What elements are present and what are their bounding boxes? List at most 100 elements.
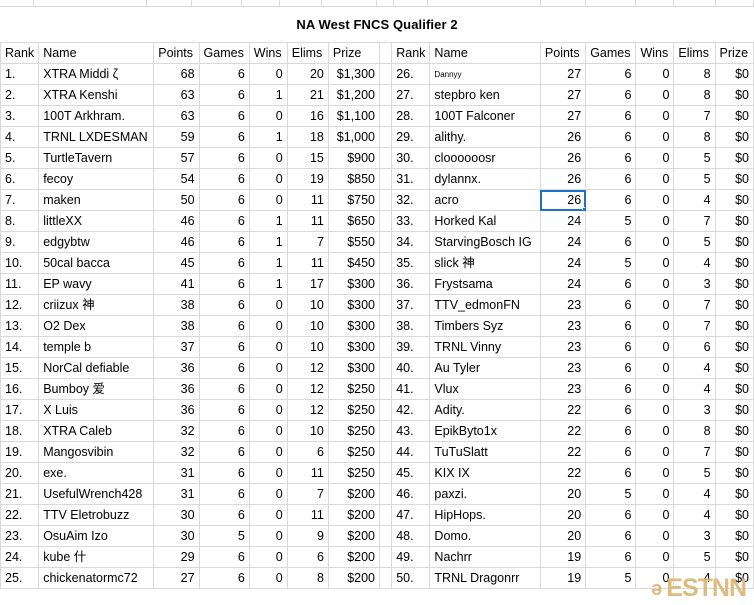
cell-name[interactable]: Adity. — [429, 399, 541, 421]
cell-rank[interactable]: 46. — [391, 483, 431, 505]
cell-rank[interactable]: 19. — [0, 441, 40, 463]
cell-wins[interactable]: 0 — [248, 357, 288, 379]
cell-elims[interactable]: 4 — [673, 252, 716, 274]
cell-games[interactable]: 6 — [585, 63, 637, 85]
cell-prize[interactable]: $450 — [327, 252, 381, 274]
cell-points[interactable]: 63 — [153, 84, 200, 106]
cell-prize[interactable]: $1,100 — [327, 105, 381, 127]
cell-rank[interactable]: 15. — [0, 357, 40, 379]
cell-wins[interactable]: 0 — [248, 567, 288, 589]
cell-points[interactable]: 26 — [539, 147, 587, 169]
cell-prize[interactable]: $0 — [714, 126, 754, 148]
cell-wins[interactable]: 0 — [635, 567, 675, 589]
cell-games[interactable]: 6 — [585, 462, 637, 484]
cell-games[interactable]: 6 — [585, 357, 637, 379]
cell-name[interactable]: EP wavy — [38, 273, 155, 295]
header-elims-right[interactable]: Elims — [673, 42, 716, 64]
cell-wins[interactable]: 0 — [248, 525, 288, 547]
cell-rank[interactable]: 6. — [0, 168, 40, 190]
cell-points[interactable]: 46 — [153, 210, 200, 232]
header-wins-left[interactable]: Wins — [248, 42, 288, 64]
cell-points[interactable]: 26 — [539, 126, 587, 148]
cell-name[interactable]: TRNL Dragonrr — [429, 567, 541, 589]
cell-games[interactable]: 6 — [198, 399, 250, 421]
cell-games[interactable]: 6 — [585, 273, 637, 295]
cell-prize[interactable]: $0 — [714, 147, 754, 169]
cell-rank[interactable]: 34. — [391, 231, 431, 253]
cell-elims[interactable]: 4 — [673, 378, 716, 400]
cell-wins[interactable]: 0 — [248, 147, 288, 169]
cell-elims[interactable]: 19 — [286, 168, 329, 190]
cell-elims[interactable]: 4 — [673, 189, 716, 211]
cell-name[interactable]: chickenatormc72 — [38, 567, 155, 589]
cell-elims[interactable]: 15 — [286, 147, 329, 169]
cell-name[interactable]: 100T Falconer — [429, 105, 541, 127]
cell-rank[interactable]: 22. — [0, 504, 40, 526]
cell-wins[interactable]: 0 — [248, 483, 288, 505]
cell-rank[interactable]: 32. — [391, 189, 431, 211]
cell-elims[interactable]: 8 — [673, 420, 716, 442]
cell-wins[interactable]: 0 — [635, 210, 675, 232]
cell-elims[interactable]: 8 — [673, 126, 716, 148]
cell-wins[interactable]: 0 — [635, 483, 675, 505]
header-name-left[interactable]: Name — [38, 42, 155, 64]
cell-name[interactable]: acro — [429, 189, 541, 211]
cell-games[interactable]: 6 — [198, 357, 250, 379]
cell-rank[interactable]: 48. — [391, 525, 431, 547]
cell-points[interactable]: 20 — [539, 483, 587, 505]
cell-elims[interactable]: 7 — [673, 210, 716, 232]
cell-points[interactable]: 22 — [539, 462, 587, 484]
cell-prize[interactable]: $650 — [327, 210, 381, 232]
cell-rank[interactable]: 44. — [391, 441, 431, 463]
cell-prize[interactable]: $250 — [327, 420, 381, 442]
cell-elims[interactable]: 4 — [673, 504, 716, 526]
cell-prize[interactable]: $300 — [327, 357, 381, 379]
cell-games[interactable]: 6 — [585, 315, 637, 337]
cell-games[interactable]: 6 — [585, 504, 637, 526]
cell-prize[interactable]: $200 — [327, 567, 381, 589]
cell-games[interactable]: 5 — [585, 210, 637, 232]
cell-elims[interactable]: 3 — [673, 399, 716, 421]
cell-prize[interactable]: $0 — [714, 252, 754, 274]
cell-wins[interactable]: 0 — [635, 336, 675, 358]
cell-rank[interactable]: 11. — [0, 273, 40, 295]
cell-wins[interactable]: 0 — [635, 357, 675, 379]
cell-points[interactable]: 41 — [153, 273, 200, 295]
cell-points[interactable]: 23 — [539, 336, 587, 358]
cell-elims[interactable]: 6 — [673, 336, 716, 358]
cell-prize[interactable]: $300 — [327, 315, 381, 337]
header-elims-left[interactable]: Elims — [286, 42, 329, 64]
cell-wins[interactable]: 0 — [248, 336, 288, 358]
cell-name[interactable]: 50cal bacca — [38, 252, 155, 274]
cell-points[interactable]: 20 — [539, 504, 587, 526]
cell-points[interactable]: 57 — [153, 147, 200, 169]
cell-points[interactable]: 38 — [153, 294, 200, 316]
cell-games[interactable]: 6 — [585, 420, 637, 442]
cell-wins[interactable]: 0 — [635, 273, 675, 295]
cell-wins[interactable]: 0 — [635, 252, 675, 274]
cell-games[interactable]: 6 — [198, 315, 250, 337]
cell-wins[interactable]: 0 — [248, 378, 288, 400]
cell-elims[interactable]: 8 — [673, 63, 716, 85]
cell-points[interactable]: 46 — [153, 231, 200, 253]
cell-rank[interactable]: 9. — [0, 231, 40, 253]
cell-wins[interactable]: 0 — [248, 399, 288, 421]
cell-elims[interactable]: 11 — [286, 462, 329, 484]
cell-wins[interactable]: 0 — [248, 420, 288, 442]
cell-prize[interactable]: $0 — [714, 168, 754, 190]
cell-rank[interactable]: 16. — [0, 378, 40, 400]
cell-prize[interactable]: $0 — [714, 315, 754, 337]
cell-points[interactable]: 36 — [153, 357, 200, 379]
cell-rank[interactable]: 21. — [0, 483, 40, 505]
cell-elims[interactable]: 18 — [286, 126, 329, 148]
cell-elims[interactable]: 6 — [286, 546, 329, 568]
cell-points[interactable]: 22 — [539, 399, 587, 421]
cell-name[interactable]: Frystsama — [429, 273, 541, 295]
cell-prize[interactable]: $200 — [327, 525, 381, 547]
cell-wins[interactable]: 0 — [635, 84, 675, 106]
cell-prize[interactable]: $250 — [327, 441, 381, 463]
cell-name[interactable]: TRNL LXDESMAN — [38, 126, 155, 148]
cell-name[interactable]: X Luis — [38, 399, 155, 421]
cell-elims[interactable]: 10 — [286, 315, 329, 337]
header-games-left[interactable]: Games — [198, 42, 250, 64]
